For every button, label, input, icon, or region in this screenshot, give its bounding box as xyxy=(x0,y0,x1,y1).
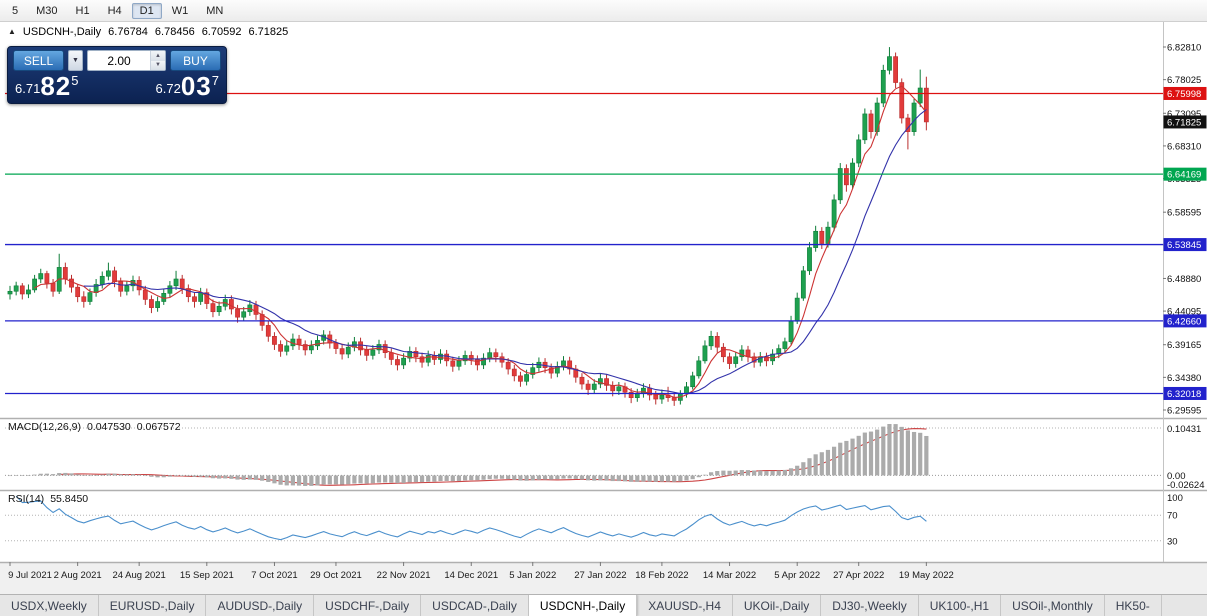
one-click-trade-panel: SELL ▼ 2.00 ▲ ▼ BUY 6.71 82 5 xyxy=(7,46,227,104)
svg-text:6.29595: 6.29595 xyxy=(1167,406,1201,417)
svg-text:6.78025: 6.78025 xyxy=(1167,75,1201,86)
ma-slow-line xyxy=(83,109,927,395)
timeframe-h1[interactable]: H1 xyxy=(75,4,90,17)
svg-text:6.53845: 6.53845 xyxy=(1167,240,1201,251)
volume-increase-icon[interactable]: ▲ xyxy=(151,51,165,61)
macd-indicator-label: MACD(12,26,9) 0.047530 0.067572 xyxy=(8,421,181,433)
svg-text:24 Aug 2021: 24 Aug 2021 xyxy=(112,570,165,581)
svg-text:27 Jan 2022: 27 Jan 2022 xyxy=(574,570,626,581)
sell-price: 6.71 82 5 xyxy=(15,71,79,101)
macd-signal-line xyxy=(59,428,927,486)
svg-text:6.32018: 6.32018 xyxy=(1167,389,1201,400)
tab-usdchf-daily[interactable]: USDCHF-,Daily xyxy=(314,595,422,616)
ohlc-low: 6.70592 xyxy=(201,26,242,38)
svg-text:6.58595: 6.58595 xyxy=(1167,208,1201,219)
volume-input[interactable]: 2.00 xyxy=(107,53,131,68)
svg-text:9 Jul 2021: 9 Jul 2021 xyxy=(8,570,52,581)
timeframe-h4[interactable]: H4 xyxy=(107,4,122,17)
svg-text:6.75998: 6.75998 xyxy=(1167,89,1201,100)
timeframe-m30[interactable]: M30 xyxy=(36,4,58,17)
tab-usoil-monthly[interactable]: USOil-,Monthly xyxy=(1001,595,1105,616)
svg-text:100: 100 xyxy=(1167,493,1183,504)
buy-button[interactable]: BUY xyxy=(170,50,221,71)
svg-text:0.00: 0.00 xyxy=(1167,471,1186,482)
svg-text:6.64169: 6.64169 xyxy=(1167,170,1201,181)
svg-text:14 Mar 2022: 14 Mar 2022 xyxy=(703,570,756,581)
tab-uk100-h1[interactable]: UK100-,H1 xyxy=(919,595,1002,616)
timeframe-toolbar: 5 M30 H1 H4 D1 W1 MN xyxy=(0,0,1207,22)
svg-text:2 Aug 2021: 2 Aug 2021 xyxy=(54,570,102,581)
svg-text:30: 30 xyxy=(1167,536,1178,547)
volume-stepper: ▲ ▼ xyxy=(150,51,165,70)
svg-text:15 Sep 2021: 15 Sep 2021 xyxy=(180,570,234,581)
chart-tabs-bar: USDX,Weekly EURUSD-,Daily AUDUSD-,Daily USD… xyxy=(0,594,1207,616)
tab-audusd-daily[interactable]: AUDUSD-,Daily xyxy=(206,595,315,616)
svg-text:6.82810: 6.82810 xyxy=(1167,43,1201,54)
rsi-indicator-label: RSI(14) 55.8450 xyxy=(8,493,89,505)
symbol-title: USDCNH-,Daily xyxy=(22,26,102,38)
svg-text:27 Apr 2022: 27 Apr 2022 xyxy=(833,570,884,581)
svg-text:6.39165: 6.39165 xyxy=(1167,340,1201,351)
svg-text:6.68310: 6.68310 xyxy=(1167,141,1201,152)
svg-text:22 Nov 2021: 22 Nov 2021 xyxy=(377,570,431,581)
svg-text:18 Feb 2022: 18 Feb 2022 xyxy=(635,570,688,581)
volume-dropdown-icon[interactable]: ▼ xyxy=(68,50,83,71)
svg-text:6.34380: 6.34380 xyxy=(1167,373,1201,384)
svg-text:6.48880: 6.48880 xyxy=(1167,274,1201,285)
chart-canvas[interactable]: 6.828106.780256.730956.683106.635256.585… xyxy=(0,22,1207,594)
ohlc-close: 6.71825 xyxy=(248,26,289,38)
svg-text:19 May 2022: 19 May 2022 xyxy=(899,570,954,581)
buy-price: 6.72 03 7 xyxy=(155,71,219,101)
chart-symbol-header: ▲ USDCNH-,Daily 6.76784 6.78456 6.70592 … xyxy=(8,26,288,38)
collapse-arrow-icon[interactable]: ▲ xyxy=(8,27,16,36)
svg-text:-0.02624: -0.02624 xyxy=(1167,480,1205,491)
ohlc-high: 6.78456 xyxy=(154,26,195,38)
date-axis: 9 Jul 2021 2 Aug 2021 24 Aug 2021 15 Sep 20… xyxy=(8,562,954,581)
tab-usdcad-daily[interactable]: USDCAD-,Daily xyxy=(421,595,529,616)
svg-text:6.71825: 6.71825 xyxy=(1167,117,1201,128)
svg-text:6.73095: 6.73095 xyxy=(1167,109,1201,120)
svg-text:6.42660: 6.42660 xyxy=(1167,316,1201,327)
rsi-pane: 100 70 30 xyxy=(5,493,1183,547)
svg-text:0.10431: 0.10431 xyxy=(1167,424,1201,435)
tab-eurusd-daily[interactable]: EURUSD-,Daily xyxy=(99,595,207,616)
svg-text:5 Apr 2022: 5 Apr 2022 xyxy=(774,570,820,581)
svg-text:14 Dec 2021: 14 Dec 2021 xyxy=(444,570,498,581)
sell-button[interactable]: SELL xyxy=(13,50,64,71)
tab-xauusd-h4[interactable]: XAUUSD-,H4 xyxy=(637,595,733,616)
svg-text:6.44095: 6.44095 xyxy=(1167,307,1201,318)
ohlc-open: 6.76784 xyxy=(108,26,148,38)
horizontal-levels: 6.75998 6.71825 6.64169 6.53845 6.42660 6.320… xyxy=(5,86,1207,400)
tab-ukoil-daily[interactable]: UKOil-,Daily xyxy=(733,595,822,616)
svg-text:70: 70 xyxy=(1167,511,1178,522)
tab-hk50[interactable]: HK50- xyxy=(1105,595,1162,616)
svg-text:7 Oct 2021: 7 Oct 2021 xyxy=(251,570,297,581)
rsi-line xyxy=(15,495,927,541)
timeframe-w1[interactable]: W1 xyxy=(171,4,189,17)
timeframe-mn[interactable]: MN xyxy=(206,4,224,17)
chart-area: 6.828106.780256.730956.683106.635256.585… xyxy=(0,22,1207,594)
quote-prices: 6.71 82 5 6.72 03 7 xyxy=(13,73,221,99)
svg-text:29 Oct 2021: 29 Oct 2021 xyxy=(310,570,362,581)
moving-averages xyxy=(34,85,927,398)
volume-field: 2.00 ▲ ▼ xyxy=(87,50,166,71)
volume-decrease-icon[interactable]: ▼ xyxy=(151,60,165,70)
tab-usdx-weekly[interactable]: USDX,Weekly xyxy=(0,595,99,616)
timeframe-5[interactable]: 5 xyxy=(12,4,19,17)
svg-text:5 Jan 2022: 5 Jan 2022 xyxy=(509,570,556,581)
tab-dj30-weekly[interactable]: DJ30-,Weekly xyxy=(821,595,919,616)
macd-histogram xyxy=(7,424,929,486)
timeframe-d1[interactable]: D1 xyxy=(131,2,162,19)
tab-usdcnh-daily[interactable]: USDCNH-,Daily xyxy=(528,595,638,616)
